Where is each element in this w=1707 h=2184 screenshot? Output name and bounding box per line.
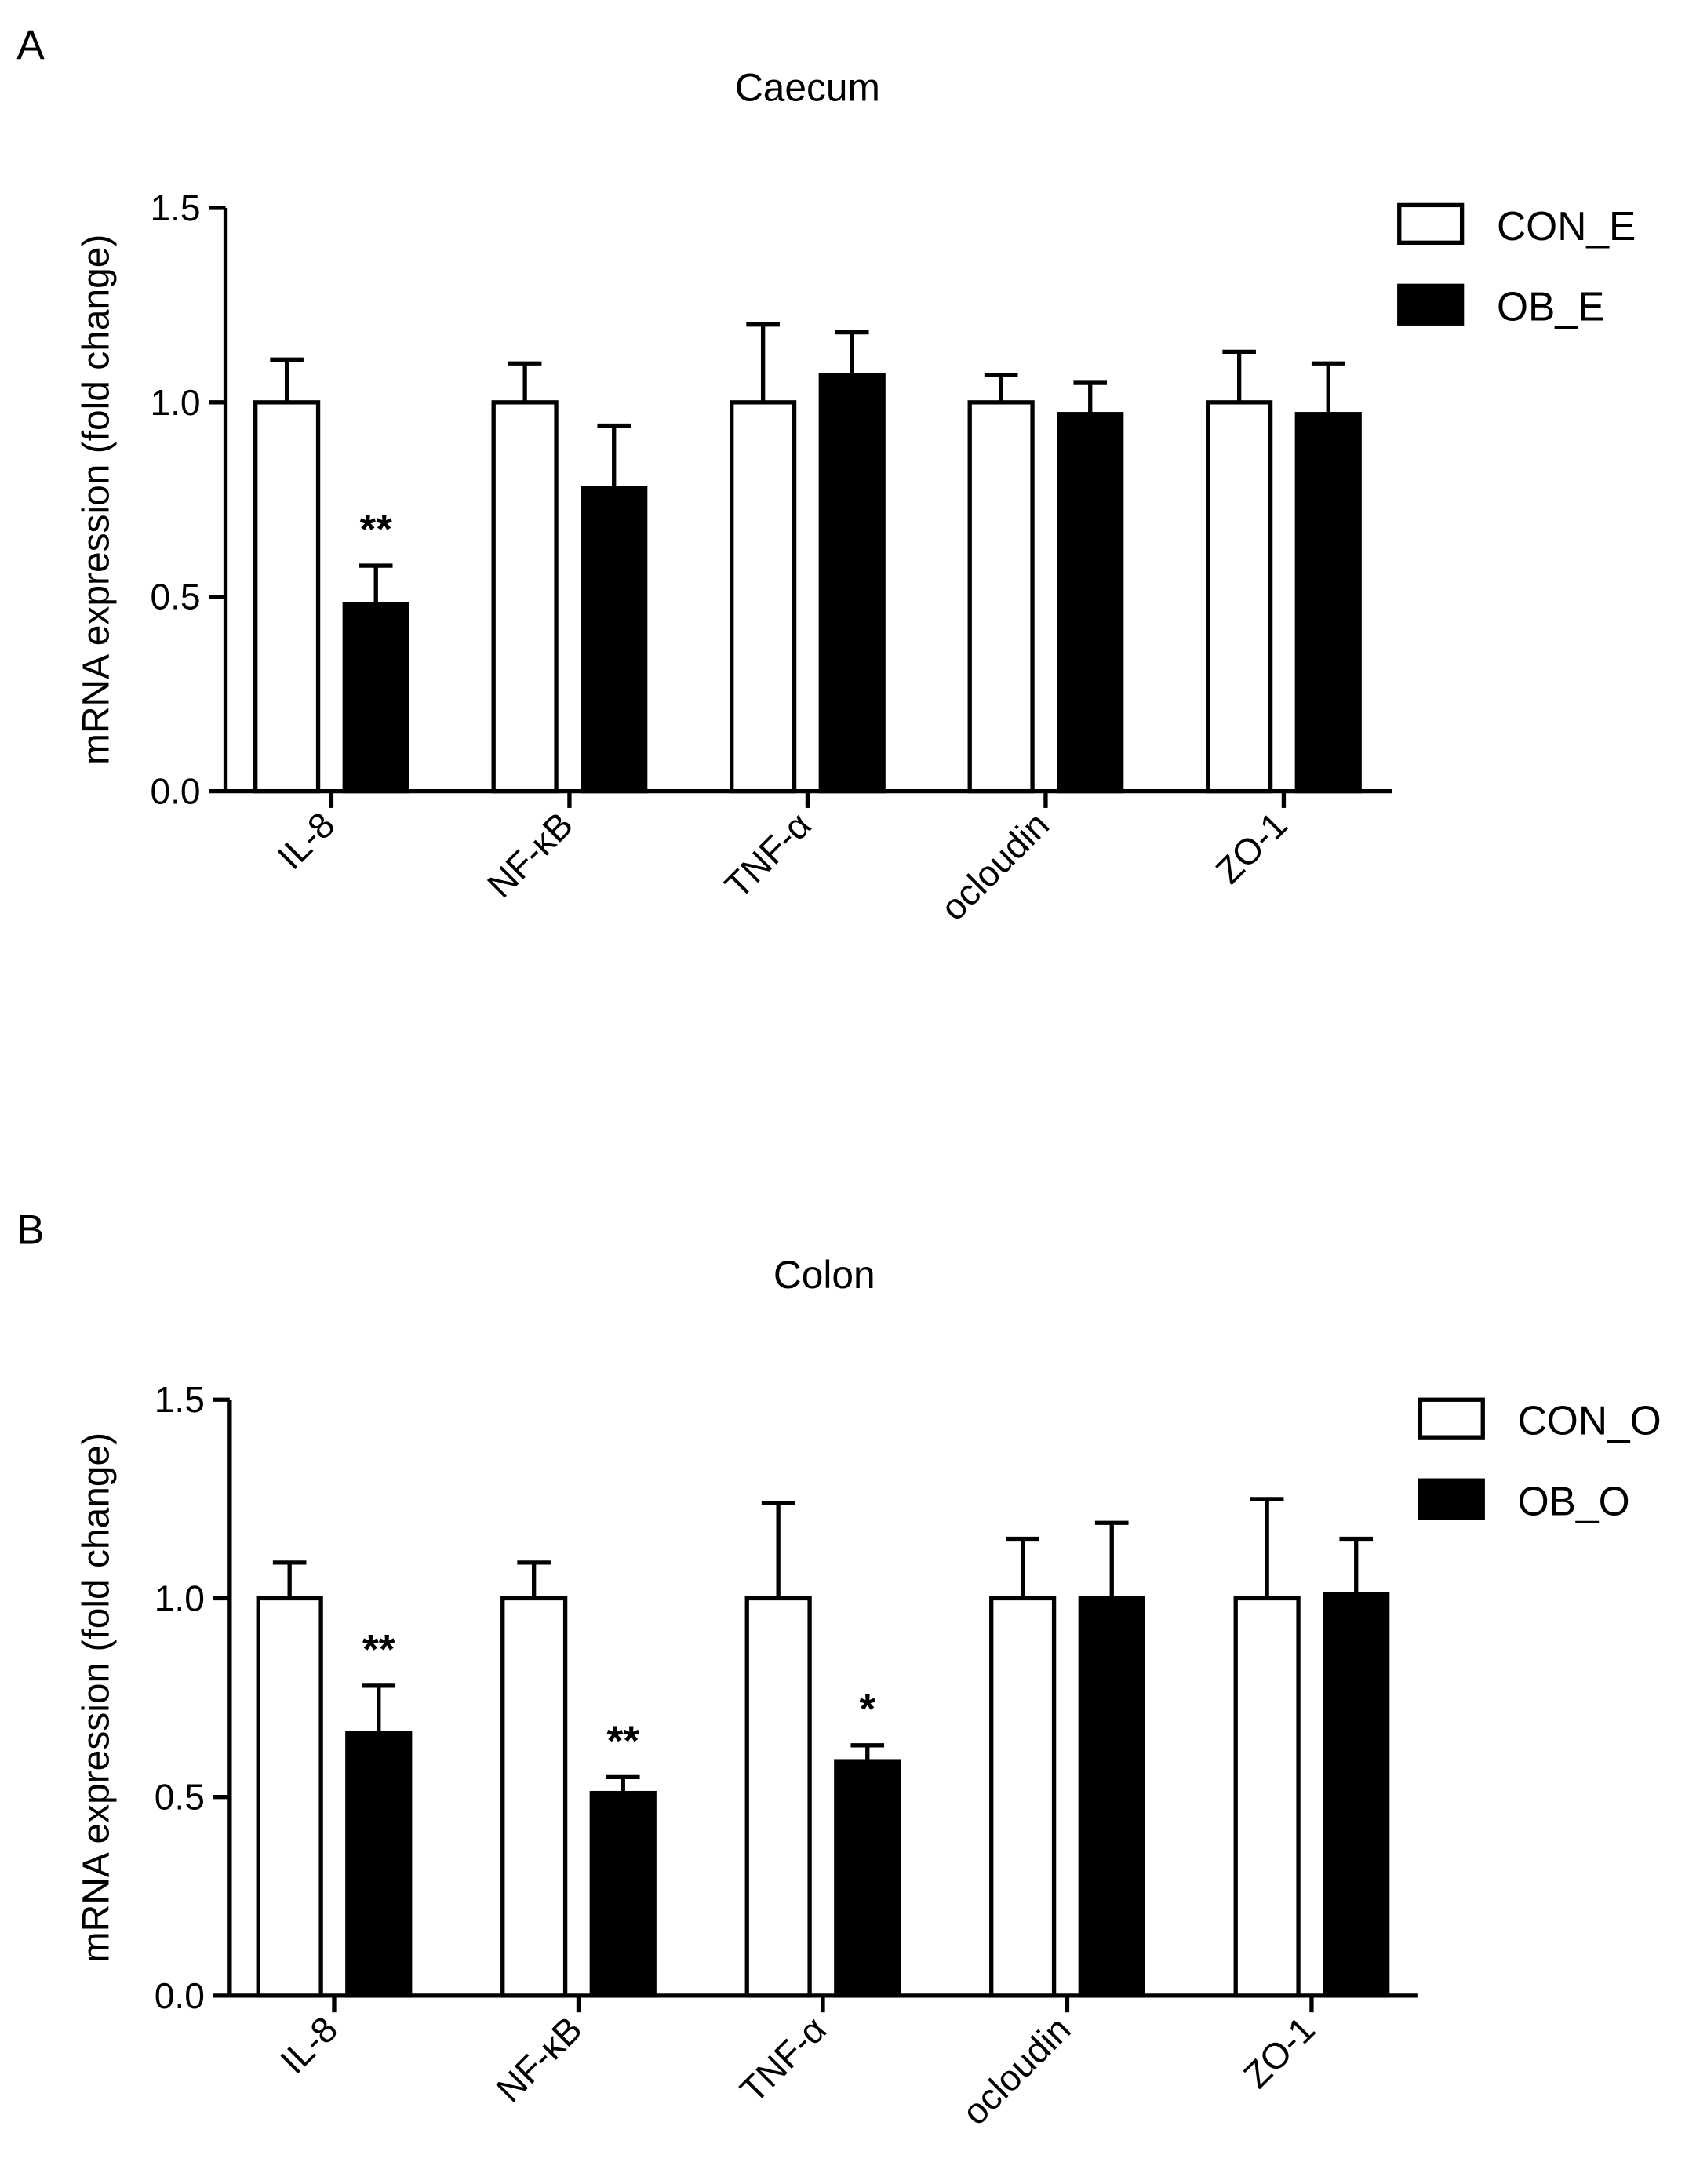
bar — [989, 1596, 1057, 1998]
legend-label: CON_O — [1518, 1398, 1662, 1443]
legend-swatch — [1418, 1478, 1485, 1520]
x-tick-label: IL-8 — [272, 2008, 345, 2081]
panel-label: A — [16, 22, 45, 68]
y-tick-label: 1.0 — [150, 382, 200, 423]
chart-title: Colon — [773, 1253, 875, 1297]
bar — [1294, 412, 1362, 794]
bar — [1057, 412, 1124, 794]
significance-label: ** — [607, 1718, 640, 1764]
panel-label: B — [16, 1207, 45, 1253]
x-tick-label: TNF-α — [732, 2008, 834, 2110]
bar — [345, 1731, 413, 1998]
x-tick-label: TNF-α — [717, 804, 819, 906]
x-tick-label: NF-κB — [488, 2008, 589, 2109]
bar — [1078, 1596, 1145, 1998]
x-tick-label: ocloudin — [954, 2008, 1078, 2132]
y-tick-label: 1.5 — [150, 187, 200, 228]
bar — [256, 1596, 323, 1998]
significance-label: * — [859, 1686, 875, 1732]
x-tick-label: IL-8 — [270, 804, 343, 877]
y-tick-label: 0.5 — [150, 577, 200, 617]
legend-label: OB_O — [1518, 1479, 1630, 1524]
x-tick-label: NF-κB — [479, 804, 581, 905]
bar — [818, 373, 886, 794]
y-axis-label: mRNA expression (fold change) — [75, 1432, 117, 1963]
legend-swatch — [1397, 283, 1465, 326]
bar — [834, 1759, 901, 1998]
y-tick-label: 0.0 — [150, 771, 200, 812]
chart-title: Caecum — [735, 65, 880, 109]
y-tick-label: 0.5 — [155, 1777, 205, 1818]
legend-label: CON_E — [1497, 203, 1636, 249]
y-tick-label: 1.0 — [155, 1578, 205, 1618]
bar — [1323, 1592, 1390, 1998]
bar — [500, 1596, 568, 1998]
significance-label: ** — [359, 507, 392, 553]
x-tick-label: ZO-1 — [1208, 804, 1295, 891]
x-tick-label: ZO-1 — [1236, 2008, 1323, 2095]
bar — [730, 400, 797, 794]
x-tick-label: ocloudin — [933, 804, 1057, 928]
bar — [253, 400, 321, 794]
legend-label: OB_E — [1497, 284, 1604, 329]
significance-label: ** — [362, 1626, 395, 1673]
y-axis-label: mRNA expression (fold change) — [75, 235, 117, 765]
bar — [1206, 400, 1273, 794]
y-tick-label: 0.0 — [155, 1975, 205, 2016]
bar — [589, 1790, 657, 1998]
legend-swatch — [1418, 1397, 1485, 1440]
bar — [491, 400, 559, 794]
y-tick-label: 1.5 — [155, 1379, 205, 1420]
bar — [1233, 1596, 1301, 1998]
bar — [967, 400, 1035, 794]
legend-swatch — [1397, 202, 1465, 245]
bar — [744, 1596, 812, 1998]
bar — [342, 602, 409, 794]
bar — [581, 486, 648, 794]
